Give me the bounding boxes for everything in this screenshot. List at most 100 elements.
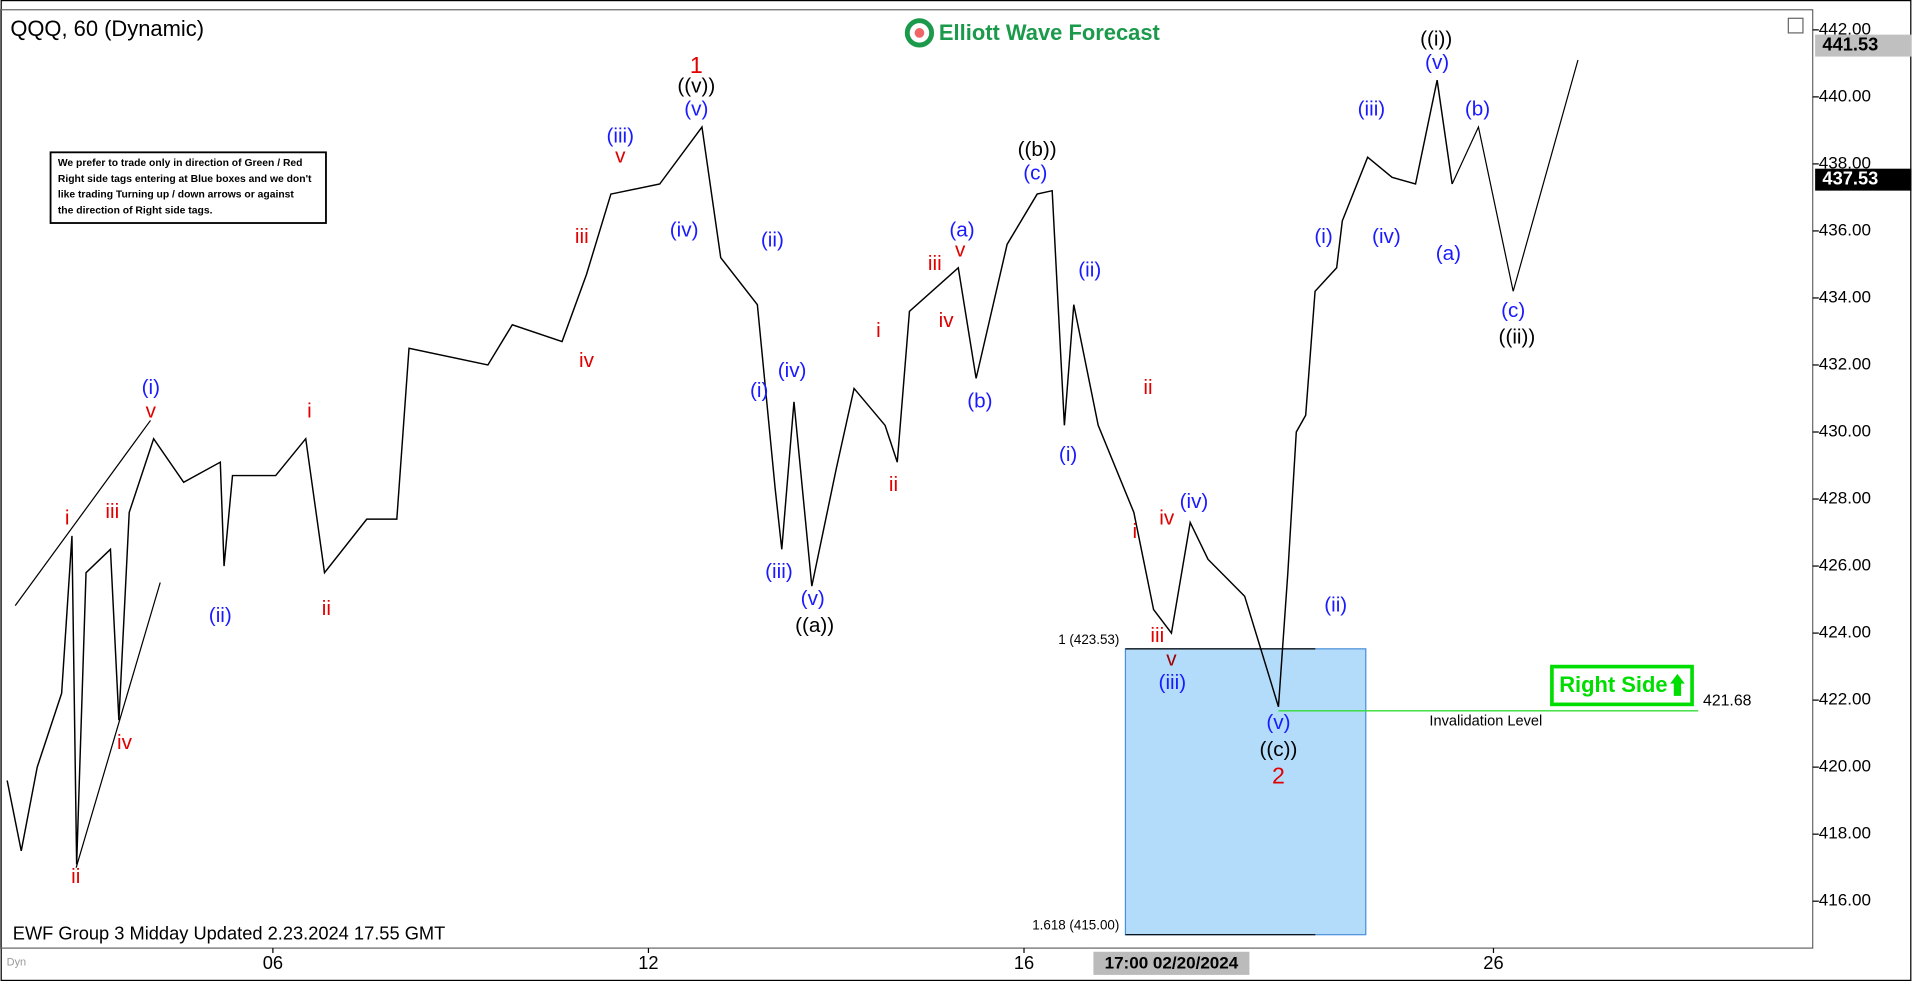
wave-label: v [955,239,966,262]
wave-label: (v) [1266,711,1290,734]
wave-label: (iv) [778,359,807,382]
note-line: Right side tags entering at Blue boxes a… [58,174,312,185]
wave-label: (c) [1023,161,1047,184]
y-tick-label: 420.00 [1819,757,1871,776]
wave-label: ((ii)) [1499,326,1536,349]
wave-label: (a) [1436,242,1461,265]
wave-label: i [1132,520,1137,543]
tag-arrow [1670,673,1685,696]
logo-text: Elliott Wave Forecast [939,20,1161,45]
y-tick-label: 422.00 [1819,690,1871,709]
y-tick-label: 438.00 [1819,153,1871,172]
tag-text: Right Side [1559,672,1667,697]
note-line: the direction of Right side tags. [58,206,213,217]
wave-label: (iii) [606,125,634,148]
wave-label: (iii) [1358,98,1386,121]
projection-line [1451,59,1579,292]
y-tick-label: 426.00 [1819,556,1871,575]
wave-label: ((b)) [1018,138,1057,161]
wave-label: i [65,507,70,530]
x-tick-label: 12 [638,952,658,973]
y-tick-label: 436.00 [1819,220,1871,239]
logo-dot [914,28,925,38]
plot-border [0,9,1814,949]
y-tick-label: 432.00 [1819,354,1871,373]
chart-title: QQQ, 60 (Dynamic) [10,16,204,41]
wave-label: i [876,319,881,342]
note-line: like trading Turning up / down arrows or… [58,190,295,201]
price-marker [1815,168,1912,191]
note-line: We prefer to trade only in direction of … [58,158,303,169]
y-tick-label: 442.00 [1819,19,1871,38]
note-border [49,151,327,224]
y-tick-label: 440.00 [1819,86,1871,105]
wave-label: (b) [1465,98,1490,121]
wave-label: ii [889,473,898,496]
wave-label: (v) [1425,51,1449,74]
wave-label: (i) [750,379,768,402]
crosshair-label: 17:00 02/20/2024 [1105,953,1239,972]
wave-label: (iii) [765,560,793,583]
wave-label: iii [928,252,942,275]
note-box: We prefer to trade only in direction of … [49,151,327,224]
logo: Elliott Wave Forecast [904,18,1161,48]
crosshair-box [1093,951,1250,975]
price-marker-label: 441.53 [1822,33,1878,54]
wave-label: (v) [801,587,825,610]
wave-label: ii [322,597,331,620]
invalidation-text: Invalidation Level [1429,714,1542,730]
wave-label: iv [579,349,595,372]
wave-label: ii [71,865,80,888]
wave-label: (iii) [1159,671,1187,694]
corner-label: Dyn [7,957,26,969]
wave-label: (b) [967,389,992,412]
y-tick-label: 418.00 [1819,824,1871,843]
wave-label: iii [575,225,589,248]
x-tick-label: 26 [1483,952,1503,973]
wave-label: i [307,399,312,422]
channel-line [14,420,151,607]
right-side-tag: Right Side [1550,664,1694,707]
channel-line [75,582,161,868]
fib-label: 1.618 (415.00) [1032,918,1119,933]
target-zone [1124,648,1367,936]
wave-label: ((i)) [1420,27,1452,50]
x-tick-label: 16 [1014,952,1034,973]
y-tick-label: 428.00 [1819,489,1871,508]
price-marker-label: 437.53 [1822,167,1878,188]
wave-label: iii [105,500,119,523]
wave-label: (i) [142,376,160,399]
tag-border [1550,664,1694,707]
wave-label: (iv) [1372,225,1401,248]
wave-label: v [146,399,157,422]
wave-label: (ii) [1324,594,1347,617]
wave-label: iii [1150,624,1164,647]
wave-label: (a) [949,218,974,241]
wave-label: 1 [690,52,703,78]
y-tick-label: 434.00 [1819,287,1871,306]
wave-label: (c) [1501,299,1525,322]
wave-label: (v) [684,98,708,121]
wave-label: 2 [1272,762,1285,788]
wave-label: v [1166,647,1177,670]
wave-label: (i) [1059,443,1077,466]
wave-label: ((c)) [1259,738,1297,761]
y-tick-label: 424.00 [1819,623,1871,642]
wave-label: iv [939,309,955,332]
price-marker [1815,34,1912,57]
invalidation-value: 421.68 [1703,692,1752,709]
wave-label: (ii) [761,228,784,251]
wave-label: (i) [1314,225,1332,248]
wave-label: (ii) [209,604,232,627]
wave-label: (ii) [1078,259,1101,282]
wave-label: ((a)) [795,614,834,637]
y-tick-label: 416.00 [1819,891,1871,910]
window-icon [1787,17,1804,34]
wave-label: ((v)) [677,74,715,97]
footer: EWF Group 3 Midday Updated 2.23.2024 17.… [13,923,446,944]
wave-label: (iv) [1180,490,1209,513]
wave-label: v [615,145,626,168]
x-tick-label: 06 [263,952,283,973]
